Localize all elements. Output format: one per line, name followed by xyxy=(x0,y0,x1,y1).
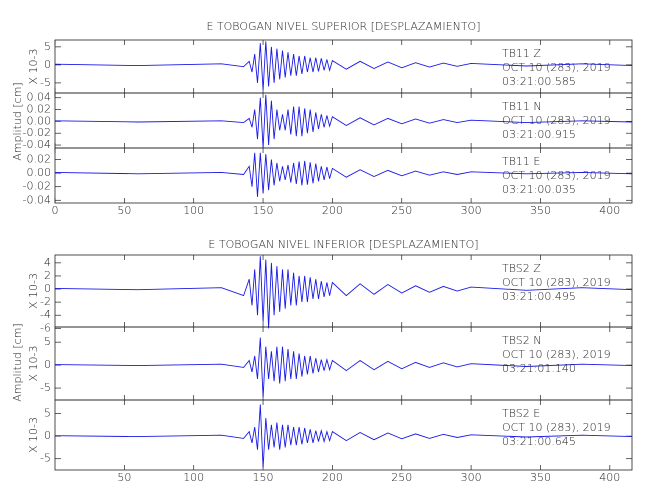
y-tick-label: -0.04 xyxy=(23,193,51,206)
y-tick-label: -5 xyxy=(40,76,51,89)
scale-label: X 10-3 xyxy=(27,273,40,309)
x-tick-label: 400 xyxy=(599,204,620,217)
chart-title: E TOBOGAN NIVEL SUPERIOR [DESPLAZAMIENTO… xyxy=(206,20,480,33)
date-label: OCT 10 (283), 2019 xyxy=(502,348,611,361)
x-tick-label: 100 xyxy=(183,471,204,484)
y-tick-label: -0.02 xyxy=(23,126,51,139)
y-tick-label: -2 xyxy=(40,295,51,308)
scale-label: X 10-3 xyxy=(27,346,40,382)
y-tick-label: 0 xyxy=(44,58,51,71)
scale-label: X 10-3 xyxy=(27,49,40,85)
waveform xyxy=(54,404,633,468)
y-tick-label: -6 xyxy=(40,321,51,334)
y-tick-label: -5 xyxy=(40,452,51,465)
waveform xyxy=(54,94,633,149)
y-tick-label: -0.04 xyxy=(23,138,51,151)
y-tick-label: 0.00 xyxy=(27,114,52,127)
y-tick-label: 4 xyxy=(44,256,51,269)
station-label: TB11 N xyxy=(502,100,542,113)
waveform xyxy=(54,41,633,91)
panel-frame xyxy=(54,399,633,471)
y-axis-label: Amplitud [cm] xyxy=(11,323,24,401)
y-tick-label: 0 xyxy=(44,358,51,371)
x-tick-label: 50 xyxy=(117,471,131,484)
time-label: 03:21:01.140 xyxy=(502,362,576,375)
station-label: TB11 Z xyxy=(502,47,541,60)
date-label: OCT 10 (283), 2019 xyxy=(502,61,611,74)
waveform xyxy=(54,256,633,329)
y-tick-label: 0.04 xyxy=(27,91,52,104)
x-tick-label: 350 xyxy=(530,471,551,484)
x-tick-label: 50 xyxy=(117,204,131,217)
x-tick-label: 0 xyxy=(52,204,59,217)
y-tick-label: 0.02 xyxy=(27,153,52,166)
y-tick-label: 0 xyxy=(44,282,51,295)
x-tick-label: 250 xyxy=(391,204,412,217)
x-tick-label: 200 xyxy=(322,471,343,484)
panel-frame xyxy=(54,147,633,204)
x-tick-label: 100 xyxy=(183,204,204,217)
station-label: TB11 E xyxy=(502,155,540,168)
station-label: TBS2 N xyxy=(502,334,541,347)
waveform xyxy=(54,337,633,398)
x-tick-label: 150 xyxy=(253,471,274,484)
x-tick-label: 150 xyxy=(253,204,274,217)
date-label: OCT 10 (283), 2019 xyxy=(502,169,611,182)
time-label: 03:21:00.035 xyxy=(502,183,576,196)
y-tick-label: 5 xyxy=(44,40,51,53)
x-tick-label: 200 xyxy=(322,204,343,217)
station-label: TBS2 E xyxy=(502,407,540,420)
scale-label: X 10-3 xyxy=(27,417,40,453)
waveform xyxy=(54,152,633,197)
x-tick-label: 300 xyxy=(461,204,482,217)
x-tick-label: 400 xyxy=(599,471,620,484)
time-label: 03:21:00.495 xyxy=(502,290,576,303)
y-tick-label: 0.02 xyxy=(27,103,52,116)
y-tick-label: 2 xyxy=(44,269,51,282)
y-tick-label: -4 xyxy=(40,308,51,321)
y-tick-label: 0.00 xyxy=(27,166,52,179)
y-tick-label: -0.02 xyxy=(23,180,51,193)
y-tick-label: 0 xyxy=(44,429,51,442)
x-tick-label: 300 xyxy=(461,471,482,484)
date-label: OCT 10 (283), 2019 xyxy=(502,421,611,434)
date-label: OCT 10 (283), 2019 xyxy=(502,114,611,127)
time-label: 03:21:00.585 xyxy=(502,75,576,88)
y-tick-label: 5 xyxy=(44,335,51,348)
time-label: 03:21:00.645 xyxy=(502,435,576,448)
x-tick-label: 350 xyxy=(530,204,551,217)
date-label: OCT 10 (283), 2019 xyxy=(502,276,611,289)
chart-title: E TOBOGAN NIVEL INFERIOR [DESPLAZAMIENTO… xyxy=(208,238,478,251)
time-label: 03:21:00.915 xyxy=(502,128,576,141)
station-label: TBS2 Z xyxy=(502,262,541,275)
y-tick-label: 5 xyxy=(44,407,51,420)
y-tick-label: -5 xyxy=(40,381,51,394)
y-axis-label: Amplitud [cm] xyxy=(11,82,24,160)
x-tick-label: 250 xyxy=(391,471,412,484)
